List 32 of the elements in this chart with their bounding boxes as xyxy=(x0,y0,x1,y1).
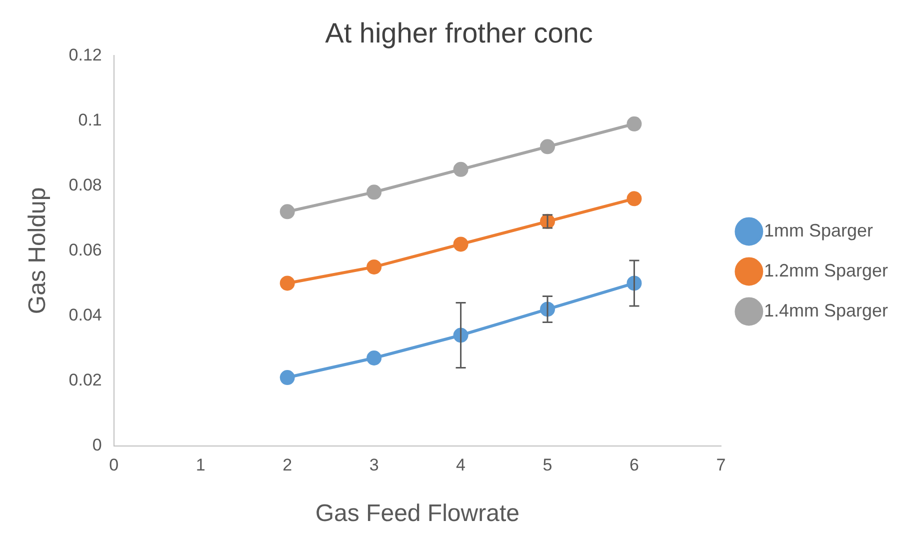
point xyxy=(280,204,295,220)
point xyxy=(540,139,556,154)
y-tick-label: 0.06 xyxy=(68,240,102,260)
point xyxy=(626,191,642,206)
legend-label: 1mm Sparger xyxy=(764,220,873,240)
y-tick-label: 0.04 xyxy=(68,305,102,324)
y-tick-label: 0.08 xyxy=(68,175,102,194)
point xyxy=(366,350,382,366)
y-tick-label: 0.12 xyxy=(68,45,102,64)
legend-label: 1.2mm Sparger xyxy=(764,260,888,280)
y-tick-label: 0.1 xyxy=(78,110,102,130)
point xyxy=(280,276,295,291)
x-tick-label: 2 xyxy=(282,456,292,475)
x-tick-label: 1 xyxy=(196,456,206,475)
x-tick-label: 4 xyxy=(456,456,466,475)
point xyxy=(626,116,642,132)
y-tick-label: 0 xyxy=(92,435,102,454)
point xyxy=(453,236,468,252)
point xyxy=(453,162,468,177)
x-axis-title: Gas Feed Flowrate xyxy=(315,500,520,528)
x-tick-label: 3 xyxy=(369,456,379,475)
point xyxy=(366,259,382,274)
x-tick-label: 0 xyxy=(109,456,119,475)
x-tick-label: 7 xyxy=(716,456,726,475)
point xyxy=(366,184,382,200)
y-axis-title: Gas Holdup xyxy=(24,187,52,314)
point xyxy=(280,370,295,386)
y-tick-label: 0.02 xyxy=(68,370,102,390)
chart-title: At higher frother conc xyxy=(325,18,593,49)
x-tick-label: 5 xyxy=(542,456,552,475)
x-tick-label: 6 xyxy=(629,456,639,475)
legend-label: 1.4mm Sparger xyxy=(764,300,888,320)
